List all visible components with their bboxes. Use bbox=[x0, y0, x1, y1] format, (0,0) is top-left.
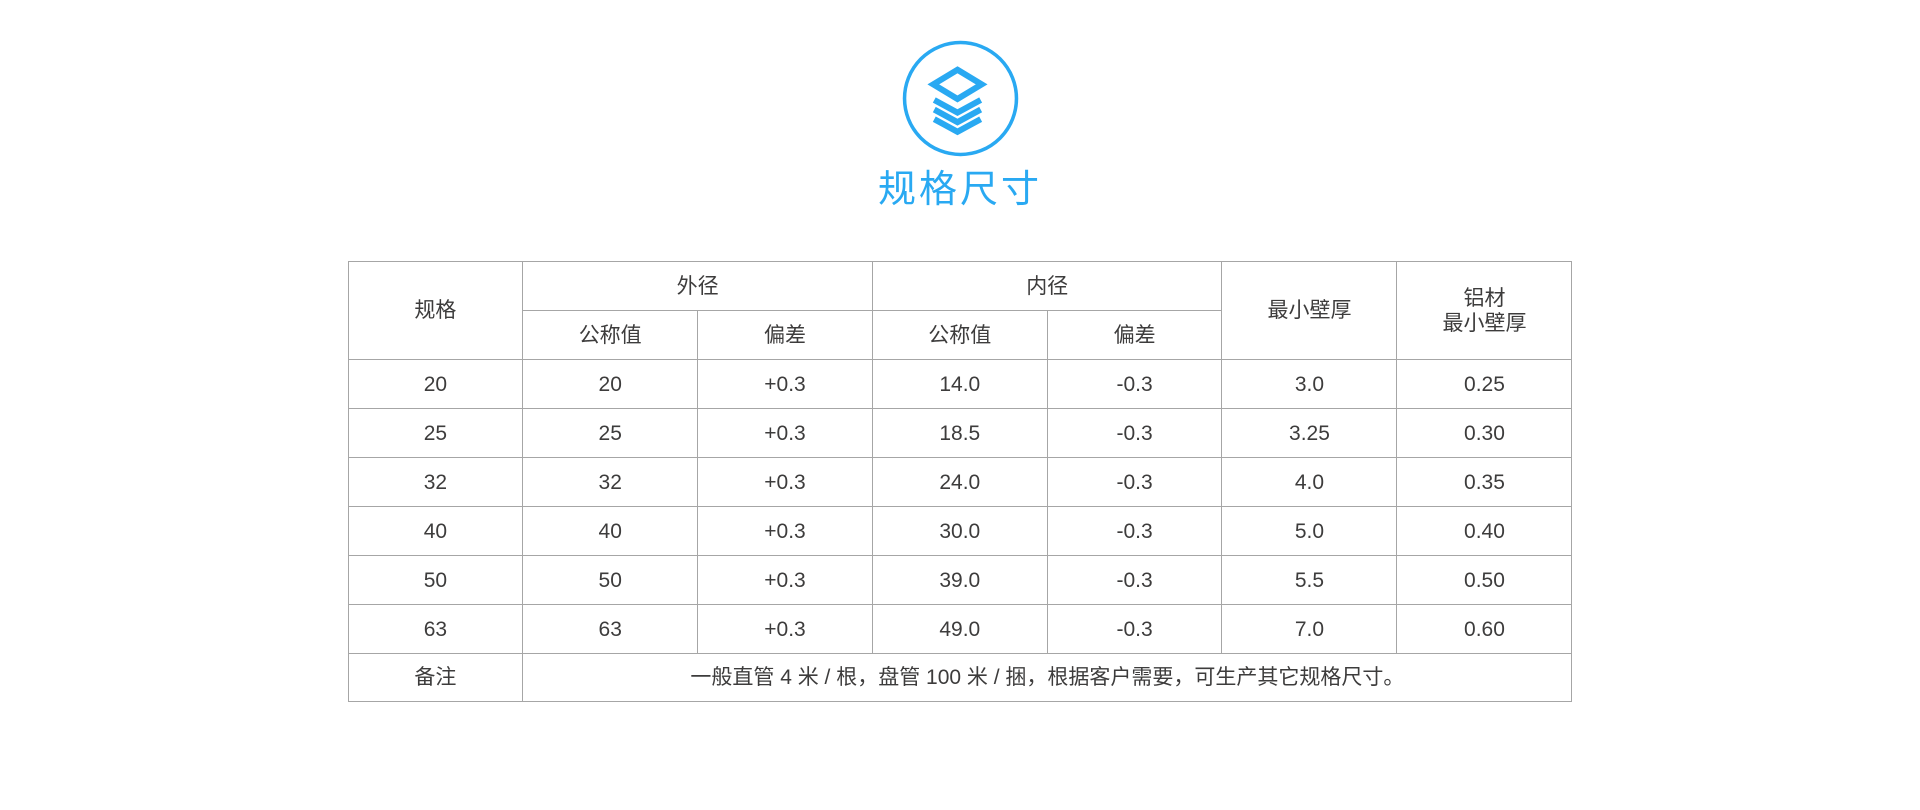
cell-outer-deviation: +0.3 bbox=[697, 604, 873, 654]
header-outer-deviation: 偏差 bbox=[697, 310, 873, 360]
cell-inner-deviation: -0.3 bbox=[1046, 506, 1223, 556]
table-header-row-2: 公称值 偏差 公称值 偏差 bbox=[348, 310, 1572, 360]
cell-spec: 63 bbox=[347, 604, 524, 654]
cell-alu-min-wall: 0.35 bbox=[1396, 457, 1573, 507]
header-inner-nominal: 公称值 bbox=[871, 310, 1048, 360]
header-outer-diameter: 外径 bbox=[522, 261, 873, 311]
header-inner-diameter: 内径 bbox=[871, 261, 1223, 311]
cell-outer-nominal: 50 bbox=[522, 555, 699, 605]
cell-alu-min-wall: 0.50 bbox=[1396, 555, 1573, 605]
page-title: 规格尺寸 bbox=[877, 169, 1042, 211]
header-spec: 规格 bbox=[347, 261, 524, 360]
remark-label: 备注 bbox=[347, 653, 524, 702]
cell-min-wall: 4.0 bbox=[1221, 457, 1398, 507]
cell-min-wall: 5.0 bbox=[1221, 506, 1398, 556]
cell-outer-nominal: 63 bbox=[522, 604, 699, 654]
cell-inner-nominal: 18.5 bbox=[871, 408, 1048, 458]
header-inner-deviation: 偏差 bbox=[1046, 310, 1223, 360]
table-header-row-1: 规格 外径 内径 最小壁厚 铝材 最小壁厚 bbox=[347, 261, 1573, 360]
cell-inner-nominal: 14.0 bbox=[871, 359, 1048, 409]
table-row: 32 32 +0.3 24.0 -0.3 4.0 0.35 bbox=[347, 457, 1573, 507]
cell-outer-deviation: +0.3 bbox=[697, 506, 873, 556]
cell-outer-nominal: 32 bbox=[522, 457, 699, 507]
cell-alu-min-wall: 0.60 bbox=[1396, 604, 1573, 654]
cell-outer-deviation: +0.3 bbox=[697, 359, 873, 409]
layers-icon bbox=[902, 40, 1018, 157]
cell-outer-nominal: 20 bbox=[522, 359, 699, 409]
spec-table: 规格 外径 内径 最小壁厚 铝材 最小壁厚 公称值 偏差 公称值 偏差 20 2… bbox=[347, 261, 1573, 702]
header-aluminum-line1: 铝材 bbox=[1463, 286, 1506, 310]
cell-inner-deviation: -0.3 bbox=[1046, 555, 1223, 605]
cell-inner-deviation: -0.3 bbox=[1046, 359, 1223, 409]
table-row: 25 25 +0.3 18.5 -0.3 3.25 0.30 bbox=[347, 408, 1573, 458]
cell-alu-min-wall: 0.40 bbox=[1396, 506, 1573, 556]
cell-inner-nominal: 49.0 bbox=[871, 604, 1048, 654]
table-row: 40 40 +0.3 30.0 -0.3 5.0 0.40 bbox=[347, 506, 1573, 556]
cell-inner-nominal: 30.0 bbox=[871, 506, 1048, 556]
specifications-section: 规格尺寸 规格 外径 内径 最小壁厚 铝材 最小壁厚 公称值 偏差 公称值 偏差 bbox=[347, 40, 1573, 702]
cell-outer-nominal: 25 bbox=[522, 408, 699, 458]
cell-inner-deviation: -0.3 bbox=[1046, 457, 1223, 507]
remark-row: 备注 一般直管 4 米 / 根，盘管 100 米 / 捆，根据客户需要，可生产其… bbox=[347, 653, 1573, 702]
cell-outer-deviation: +0.3 bbox=[697, 555, 873, 605]
cell-alu-min-wall: 0.25 bbox=[1396, 359, 1573, 409]
header-outer-nominal: 公称值 bbox=[522, 310, 699, 360]
cell-outer-deviation: +0.3 bbox=[697, 408, 873, 458]
cell-spec: 32 bbox=[347, 457, 524, 507]
cell-min-wall: 3.0 bbox=[1221, 359, 1398, 409]
cell-spec: 40 bbox=[347, 506, 524, 556]
header-aluminum-min-wall-thickness: 铝材 最小壁厚 bbox=[1396, 261, 1573, 360]
cell-alu-min-wall: 0.30 bbox=[1396, 408, 1573, 458]
header-aluminum-line2: 最小壁厚 bbox=[1442, 311, 1527, 335]
header-min-wall-thickness: 最小壁厚 bbox=[1221, 261, 1398, 360]
cell-spec: 50 bbox=[347, 555, 524, 605]
table-row: 20 20 +0.3 14.0 -0.3 3.0 0.25 bbox=[347, 359, 1573, 409]
cell-min-wall: 7.0 bbox=[1221, 604, 1398, 654]
remark-text: 一般直管 4 米 / 根，盘管 100 米 / 捆，根据客户需要，可生产其它规格… bbox=[522, 653, 1573, 702]
cell-inner-nominal: 24.0 bbox=[871, 457, 1048, 507]
cell-inner-nominal: 39.0 bbox=[871, 555, 1048, 605]
cell-spec: 20 bbox=[347, 359, 524, 409]
table-row: 63 63 +0.3 49.0 -0.3 7.0 0.60 bbox=[347, 604, 1573, 654]
cell-min-wall: 3.25 bbox=[1221, 408, 1398, 458]
cell-spec: 25 bbox=[347, 408, 524, 458]
cell-outer-nominal: 40 bbox=[522, 506, 699, 556]
cell-outer-deviation: +0.3 bbox=[697, 457, 873, 507]
cell-min-wall: 5.5 bbox=[1221, 555, 1398, 605]
cell-inner-deviation: -0.3 bbox=[1046, 408, 1223, 458]
cell-inner-deviation: -0.3 bbox=[1046, 604, 1223, 654]
table-row: 50 50 +0.3 39.0 -0.3 5.5 0.50 bbox=[347, 555, 1573, 605]
